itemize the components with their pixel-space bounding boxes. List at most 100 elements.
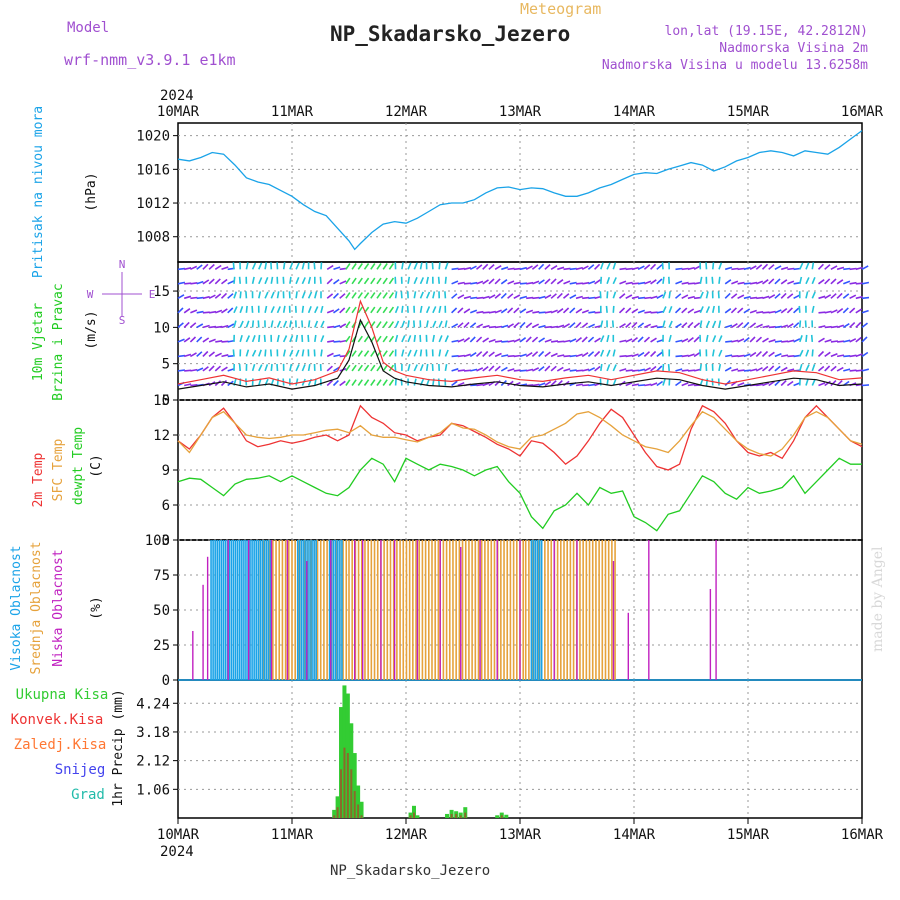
wind-arrow bbox=[606, 276, 611, 285]
wind-arrow bbox=[793, 338, 801, 343]
wind-arrow bbox=[861, 309, 869, 314]
wind-arrow bbox=[650, 337, 657, 343]
wind-arrow bbox=[376, 292, 382, 299]
y-tick-label: 1016 bbox=[136, 162, 170, 178]
wind-arrow bbox=[805, 291, 809, 299]
y-tick-label: 2.12 bbox=[136, 754, 170, 770]
wind-arrow bbox=[761, 350, 769, 357]
wind-arrow bbox=[289, 335, 294, 343]
wind-arrow bbox=[643, 336, 651, 343]
wind-arrow bbox=[780, 279, 788, 285]
wind-arrow bbox=[855, 353, 863, 358]
wind-arrow bbox=[774, 309, 782, 314]
wind-arrow bbox=[712, 349, 715, 357]
wind-arrow bbox=[376, 263, 382, 270]
wind-arrow bbox=[208, 278, 215, 285]
wind-arrow bbox=[817, 263, 824, 270]
y-tick-label: 4.24 bbox=[136, 696, 170, 712]
wind-arrow bbox=[513, 338, 521, 343]
wind-arrow bbox=[550, 293, 557, 299]
wind-arrow bbox=[183, 353, 192, 358]
wind-arrow bbox=[258, 378, 262, 386]
precip-legend-item: Snijeg bbox=[55, 762, 106, 778]
wind-arrow bbox=[674, 293, 682, 299]
wind-arrow bbox=[556, 308, 564, 314]
wind-arrow bbox=[388, 306, 395, 314]
precip-total-bar bbox=[445, 813, 450, 818]
y-tick-label: 75 bbox=[153, 568, 170, 584]
wind-arrow bbox=[538, 350, 545, 357]
wind-arrow bbox=[637, 265, 645, 271]
wind-arrow bbox=[830, 380, 837, 387]
wind-arrow bbox=[656, 294, 664, 299]
wind-arrow bbox=[824, 325, 832, 329]
wind-arrow bbox=[855, 282, 863, 285]
wind-arrow bbox=[513, 281, 521, 285]
wind-arrow bbox=[737, 322, 744, 328]
wind-arrow bbox=[768, 278, 775, 285]
temp-unit: (C) bbox=[89, 454, 104, 477]
wind-arrow bbox=[668, 320, 673, 328]
wind-arrow bbox=[768, 264, 775, 270]
year-label-bottom: 2024 bbox=[160, 844, 194, 860]
wind-arrow bbox=[339, 307, 346, 314]
wind-arrow bbox=[339, 380, 346, 387]
wind-arrow bbox=[717, 291, 720, 299]
wind-arrow bbox=[513, 267, 521, 271]
wind-arrow bbox=[451, 355, 459, 358]
wind-arrow bbox=[457, 267, 465, 271]
wind-arrow bbox=[507, 280, 515, 285]
wind-arrow bbox=[320, 335, 325, 343]
wind-arrow bbox=[625, 354, 633, 358]
wind-arrow bbox=[431, 262, 434, 270]
wind-arrow bbox=[209, 325, 217, 329]
precip-legend-item: Konvek.Kisa bbox=[11, 712, 104, 728]
wind-arrow bbox=[370, 292, 376, 299]
wind-arrow bbox=[475, 336, 483, 343]
wind-arrow bbox=[357, 379, 363, 386]
wind-arrow bbox=[196, 336, 203, 343]
wind-arrow bbox=[818, 279, 825, 285]
wind-arrow bbox=[755, 351, 762, 357]
wind-arrow bbox=[824, 264, 831, 270]
wind-arrow bbox=[780, 307, 788, 314]
wind-arrow bbox=[612, 349, 616, 357]
wind-arrow bbox=[625, 338, 633, 343]
wind-arrow bbox=[787, 339, 795, 343]
wind-arrow bbox=[507, 293, 514, 299]
wind-arrow bbox=[438, 349, 442, 357]
wind-arrow bbox=[631, 383, 639, 387]
wind-arrow bbox=[762, 325, 770, 329]
wind-arrow bbox=[824, 339, 832, 343]
wind-arrow bbox=[818, 382, 826, 387]
wind-arrow bbox=[768, 310, 776, 314]
wind-arrow bbox=[743, 282, 751, 285]
wind-arrow bbox=[724, 366, 732, 372]
wind-arrow bbox=[681, 307, 688, 314]
wind-arrow bbox=[339, 280, 347, 285]
wind-arrow bbox=[681, 354, 689, 358]
wind-arrow bbox=[345, 335, 351, 343]
wind-arrow bbox=[289, 363, 293, 372]
wind-arrow bbox=[612, 378, 617, 386]
x-tick-label-top: 13MAR bbox=[499, 104, 542, 120]
wind-arrow bbox=[681, 338, 689, 343]
wind-arrow bbox=[644, 383, 652, 387]
wind-arrow bbox=[208, 310, 217, 314]
wind-arrow bbox=[625, 294, 633, 300]
wind-arrow bbox=[755, 264, 763, 270]
wind-arrow bbox=[575, 336, 582, 343]
wind-arrow bbox=[531, 336, 539, 343]
wind-arrow bbox=[245, 305, 248, 313]
wind-arrow bbox=[351, 292, 357, 299]
wind-arrow bbox=[625, 281, 633, 285]
wind-arrow bbox=[363, 277, 370, 285]
wind-arrow bbox=[681, 369, 689, 372]
wind-arrow bbox=[457, 294, 465, 299]
wind-arrow bbox=[482, 311, 490, 314]
wind-arrow bbox=[644, 280, 652, 285]
wind-arrow bbox=[457, 338, 465, 343]
wind-arrow bbox=[768, 294, 776, 299]
wind-arrow bbox=[494, 325, 503, 329]
wind-arrow bbox=[295, 378, 299, 386]
